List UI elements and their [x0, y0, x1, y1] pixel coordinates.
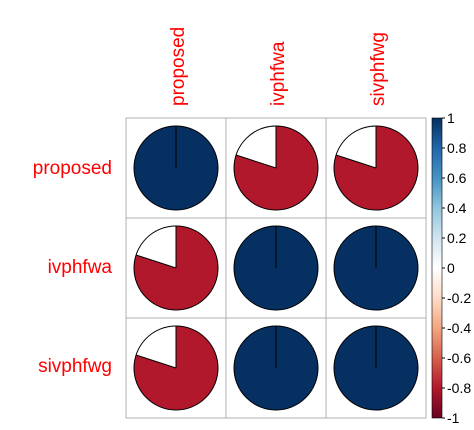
- colorbar-tick-label: -0.2: [447, 290, 471, 306]
- pie-cell-sivphfwg-proposed: [133, 325, 219, 411]
- pie-cell-sivphfwg-sivphfwg: [333, 325, 419, 411]
- pie-radius-end: [135, 354, 177, 369]
- pie-cell-ivphfwa-proposed: [133, 225, 219, 311]
- colorbar-tick-label: -0.6: [447, 350, 471, 366]
- col-label-sivphfwg: sivphfwg: [368, 32, 389, 106]
- pie-cell-proposed-sivphfwg: [333, 125, 419, 211]
- pie-cell-ivphfwa-sivphfwg: [333, 225, 419, 311]
- pie-radius-end: [335, 154, 377, 169]
- colorbar-tick-label: 0.8: [447, 140, 467, 156]
- pie-cell-ivphfwa-ivphfwa: [233, 225, 319, 311]
- row-label-proposed: proposed: [33, 158, 112, 179]
- row-label-sivphfwg: sivphfwg: [38, 356, 112, 377]
- colorbar-tick-label: 1: [447, 110, 455, 126]
- colorbar-tick-label: 0: [447, 260, 455, 276]
- colorbar-bar: [431, 117, 443, 419]
- colorbar-tick-label: -0.4: [447, 320, 471, 336]
- pie-cell-sivphfwg-ivphfwa: [233, 325, 319, 411]
- colorbar-tick-label: 0.6: [447, 170, 467, 186]
- row-label-ivphfwa: ivphfwa: [48, 257, 113, 278]
- colorbar-tick-label: -1: [447, 410, 460, 426]
- pie-radius-end: [135, 254, 177, 269]
- colorbar: 1 0.8 0.6 0.4 0.2 0 -0.2 -0.4 -0.6 -0.8 -1: [431, 110, 471, 426]
- col-label-proposed: proposed: [168, 27, 189, 106]
- pie-cell-proposed-ivphfwa: [233, 125, 319, 211]
- col-label-ivphfwa: ivphfwa: [268, 41, 289, 106]
- colorbar-tick-label: -0.8: [447, 380, 471, 396]
- pie-layer: [133, 125, 419, 411]
- colorbar-tick-label: 0.2: [447, 230, 467, 246]
- pie-cell-proposed-proposed: [133, 125, 219, 211]
- label-layer: proposed ivphfwa sivphfwg proposed ivphf…: [33, 27, 389, 377]
- colorbar-tick-label: 0.4: [447, 200, 467, 216]
- pie-radius-end: [235, 154, 277, 169]
